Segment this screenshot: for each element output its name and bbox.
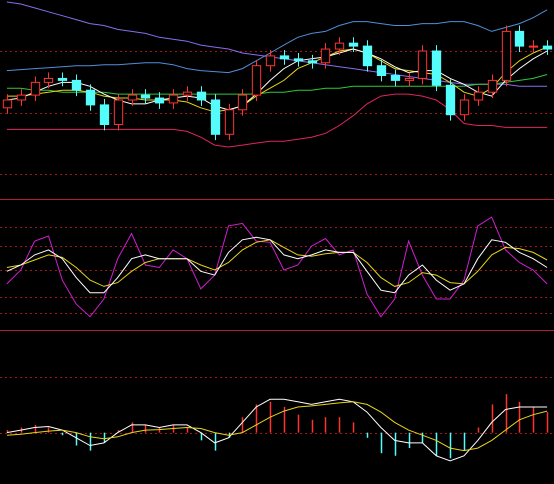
candle-body — [251, 65, 262, 96]
candle-body — [196, 91, 207, 101]
candle-body — [210, 99, 221, 135]
indicator-line — [6, 216, 548, 318]
candle-body — [501, 30, 512, 81]
candle-body — [140, 94, 151, 99]
candle-body — [542, 45, 553, 50]
candle-body — [487, 79, 498, 93]
indicator-line — [6, 401, 548, 452]
candle-body — [279, 55, 290, 60]
candle-body — [404, 77, 415, 81]
candle-body — [113, 99, 124, 125]
candle-body — [514, 30, 525, 47]
candle-body — [445, 84, 456, 116]
candle-body — [528, 45, 539, 48]
indicator-line — [6, 46, 548, 113]
candle-body — [417, 50, 428, 79]
indicator-line — [6, 48, 548, 111]
indicator-line — [6, 239, 548, 287]
candle-body — [224, 109, 235, 135]
candle-body — [307, 60, 318, 64]
candle-body — [43, 77, 54, 83]
indicator-line — [6, 1, 548, 87]
candle-body — [265, 55, 276, 67]
candle-body — [431, 50, 442, 86]
candle-body — [293, 58, 304, 62]
candle-body — [30, 81, 41, 96]
candle-body — [348, 42, 359, 47]
candle-body — [320, 48, 331, 64]
candle-body — [473, 91, 484, 101]
candle-body — [16, 94, 27, 101]
candle-body — [459, 99, 470, 116]
candle-body — [237, 94, 248, 111]
indicator-line — [6, 398, 548, 462]
indicator-line — [6, 74, 548, 95]
candle-body — [154, 97, 165, 104]
indicator-line — [6, 236, 548, 294]
candle-body — [376, 65, 387, 76]
candle-body — [85, 89, 96, 106]
candle-body — [390, 75, 401, 81]
candle-body — [71, 79, 82, 91]
candle-body — [362, 45, 373, 67]
candle-body — [57, 77, 68, 81]
candle-body — [2, 99, 13, 109]
indicator-line — [6, 9, 548, 74]
candle-body — [334, 42, 345, 50]
indicator-line — [6, 93, 548, 148]
candle-body — [168, 94, 179, 104]
candle-body — [99, 104, 110, 126]
candle-body — [182, 91, 193, 96]
candle-body — [127, 94, 138, 101]
